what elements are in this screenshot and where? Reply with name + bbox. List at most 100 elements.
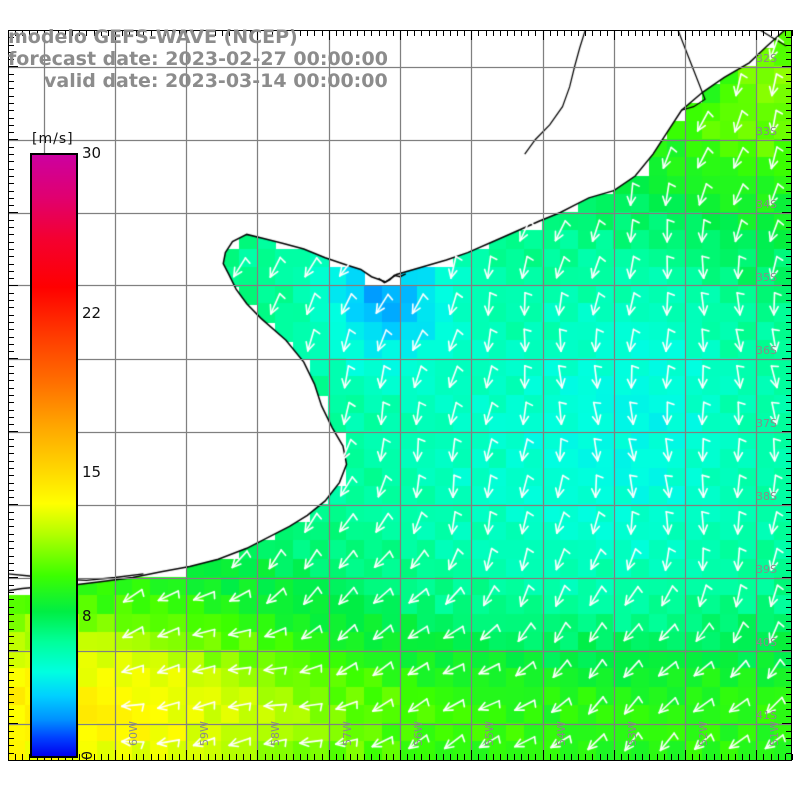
tick-left: [8, 300, 14, 301]
tick-top: [600, 30, 601, 36]
tick-left: [8, 285, 18, 286]
tick-right: [786, 563, 792, 564]
tick-left: [8, 658, 14, 659]
tick-top: [578, 30, 579, 36]
tick-bottom: [721, 754, 722, 760]
tick-bottom: [478, 754, 479, 760]
tick-top: [543, 30, 544, 40]
tick-bottom: [621, 754, 622, 760]
tick-left: [8, 344, 14, 345]
tick-right: [786, 118, 792, 119]
tick-right: [786, 169, 792, 170]
tick-left: [8, 322, 14, 323]
tick-bottom: [714, 754, 715, 760]
tick-left: [8, 264, 14, 265]
tick-bottom: [357, 754, 358, 760]
tick-right: [786, 315, 792, 316]
tick-top: [371, 30, 372, 36]
tick-right: [786, 636, 792, 637]
tick-right: [786, 183, 792, 184]
tick-top: [564, 30, 565, 36]
tick-top: [236, 30, 237, 36]
tick-right: [786, 621, 792, 622]
tick-top: [785, 30, 786, 36]
tick-right: [786, 665, 792, 666]
tick-bottom: [792, 754, 793, 760]
tick-right: [786, 329, 792, 330]
tick-bottom: [307, 754, 308, 760]
tick-left: [8, 556, 14, 557]
tick-bottom: [79, 754, 80, 760]
tick-left: [8, 395, 14, 396]
tick-top: [443, 30, 444, 36]
tick-left: [8, 431, 18, 432]
tick-bottom: [657, 754, 658, 760]
tick-top: [742, 30, 743, 36]
tick-bottom: [436, 754, 437, 760]
tick-right: [786, 519, 792, 520]
tick-top: [514, 30, 515, 36]
tick-top: [8, 30, 9, 36]
colorbar[interactable]: [30, 153, 78, 758]
tick-right: [786, 526, 792, 527]
tick-top: [721, 30, 722, 36]
tick-right: [786, 461, 792, 462]
tick-top: [307, 30, 308, 36]
colorbar-gradient[interactable]: [30, 153, 78, 758]
tick-right: [786, 176, 792, 177]
tick-right: [786, 475, 792, 476]
wind-speed-heatmap-canvas[interactable]: [8, 30, 792, 760]
tick-top: [172, 30, 173, 36]
tick-left: [8, 380, 14, 381]
tick-bottom: [414, 754, 415, 760]
longitude-label: 54W: [554, 721, 568, 746]
tick-top: [314, 30, 315, 36]
tick-bottom: [364, 754, 365, 760]
tick-bottom: [279, 754, 280, 760]
tick-bottom: [664, 754, 665, 760]
tick-bottom: [778, 754, 779, 760]
tick-bottom: [699, 754, 700, 760]
tick-top: [635, 30, 636, 36]
tick-right: [786, 278, 792, 279]
tick-bottom: [208, 754, 209, 760]
tick-top: [257, 30, 258, 40]
latitude-label: 36S: [756, 343, 777, 357]
tick-top: [151, 30, 152, 36]
tick-top: [421, 30, 422, 36]
tick-left: [8, 402, 14, 403]
tick-right: [786, 731, 792, 732]
tick-right: [786, 103, 792, 104]
tick-top: [222, 30, 223, 36]
tick-top: [407, 30, 408, 36]
tick-left: [8, 388, 14, 389]
tick-top: [706, 30, 707, 36]
tick-top: [450, 30, 451, 36]
tick-top: [250, 30, 251, 36]
tick-bottom: [122, 754, 123, 760]
tick-bottom: [600, 754, 601, 760]
map-plot-area[interactable]: [8, 30, 792, 760]
tick-top: [193, 30, 194, 36]
tick-left: [8, 183, 14, 184]
tick-right: [786, 643, 792, 644]
tick-right: [786, 154, 792, 155]
latitude-label: 35S: [756, 270, 777, 284]
tick-right: [786, 709, 792, 710]
tick-top: [72, 30, 73, 36]
tick-bottom: [293, 754, 294, 760]
tick-top: [115, 30, 116, 40]
tick-right: [786, 439, 792, 440]
tick-left: [8, 709, 14, 710]
tick-top: [614, 30, 615, 40]
tick-right: [786, 424, 792, 425]
tick-bottom: [336, 754, 337, 760]
tick-bottom: [143, 754, 144, 760]
tick-top: [393, 30, 394, 36]
tick-bottom: [692, 754, 693, 760]
tick-left: [8, 161, 14, 162]
tick-right: [786, 629, 792, 630]
tick-left: [8, 147, 14, 148]
tick-left: [8, 366, 14, 367]
tick-top: [457, 30, 458, 36]
